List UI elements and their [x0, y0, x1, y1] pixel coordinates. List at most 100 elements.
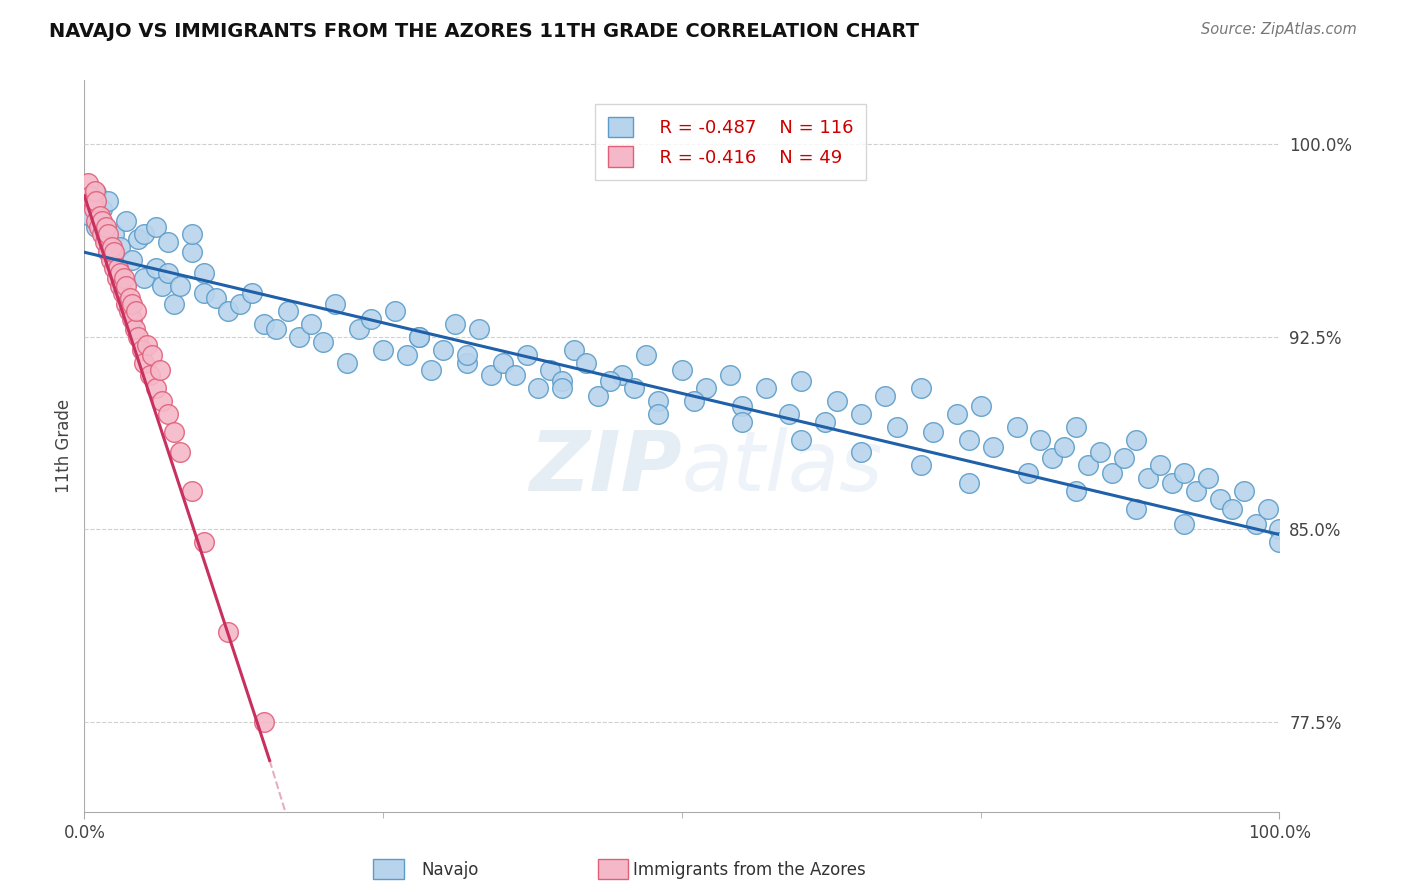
Point [82, 194, 104, 208]
Point [121, 312, 143, 326]
Point [1185, 483, 1208, 498]
Point [103, 245, 125, 260]
Point [253, 317, 276, 331]
Point [193, 286, 215, 301]
Point [946, 407, 969, 421]
Point [408, 330, 430, 344]
Point [456, 355, 478, 369]
Point [1161, 476, 1184, 491]
Point [1220, 501, 1243, 516]
Point [1101, 466, 1123, 480]
Point [599, 374, 621, 388]
Point [1029, 433, 1052, 447]
Point [150, 278, 173, 293]
Point [695, 381, 717, 395]
Point [97, 245, 120, 260]
Point [86, 194, 108, 208]
Point [145, 260, 167, 275]
Text: atlas: atlas [682, 427, 883, 508]
Point [132, 227, 156, 242]
Point [957, 433, 980, 447]
Point [124, 322, 146, 336]
Point [169, 278, 191, 293]
Point [1244, 517, 1267, 532]
Point [790, 433, 813, 447]
Point [117, 304, 139, 318]
Point [851, 445, 873, 459]
Point [264, 322, 287, 336]
Point [132, 355, 156, 369]
Point [127, 330, 149, 344]
Point [145, 381, 167, 395]
Point [121, 296, 143, 310]
Point [115, 296, 138, 310]
Point [110, 278, 132, 293]
Point [384, 304, 406, 318]
Point [1173, 517, 1195, 532]
Point [86, 219, 108, 234]
Point [193, 535, 215, 549]
Point [779, 407, 801, 421]
Point [301, 317, 323, 331]
Point [588, 389, 610, 403]
Point [111, 286, 134, 301]
Point [1066, 419, 1088, 434]
Point [112, 271, 135, 285]
Point [444, 317, 467, 331]
Point [87, 219, 110, 234]
Point [575, 355, 598, 369]
Point [420, 363, 443, 377]
Point [103, 245, 125, 260]
Point [408, 330, 430, 344]
Point [1257, 501, 1279, 516]
Point [910, 458, 932, 473]
Point [564, 343, 586, 357]
Point [103, 260, 125, 275]
Point [981, 440, 1004, 454]
Point [360, 312, 382, 326]
Point [432, 343, 454, 357]
Point [181, 245, 204, 260]
Point [479, 368, 502, 383]
Point [163, 425, 186, 439]
Point [1137, 471, 1160, 485]
Point [623, 381, 645, 395]
Point [492, 355, 515, 369]
Point [127, 232, 149, 246]
Point [86, 214, 108, 228]
Point [141, 348, 163, 362]
Point [910, 381, 932, 395]
Point [121, 252, 143, 267]
Point [325, 296, 347, 310]
Point [77, 176, 100, 190]
Point [468, 322, 491, 336]
Point [91, 214, 114, 228]
Point [1125, 433, 1147, 447]
Point [396, 348, 419, 362]
Point [91, 227, 114, 242]
Point [312, 334, 335, 349]
Text: Navajo: Navajo [422, 861, 479, 879]
Point [1042, 450, 1064, 465]
Point [118, 292, 141, 306]
Point [107, 260, 129, 275]
Point [851, 407, 873, 421]
Point [157, 407, 180, 421]
Point [1149, 458, 1171, 473]
Point [229, 296, 252, 310]
Text: Source: ZipAtlas.com: Source: ZipAtlas.com [1201, 22, 1357, 37]
Point [551, 374, 574, 388]
Point [1125, 501, 1147, 516]
Point [83, 202, 105, 216]
Point [115, 278, 138, 293]
Point [731, 399, 754, 413]
Point [527, 381, 550, 395]
Point [1209, 491, 1232, 506]
Point [755, 381, 778, 395]
Point [163, 296, 186, 310]
Point [181, 483, 204, 498]
Point [217, 304, 239, 318]
Point [551, 381, 574, 395]
Point [97, 194, 120, 208]
Point [814, 415, 837, 429]
